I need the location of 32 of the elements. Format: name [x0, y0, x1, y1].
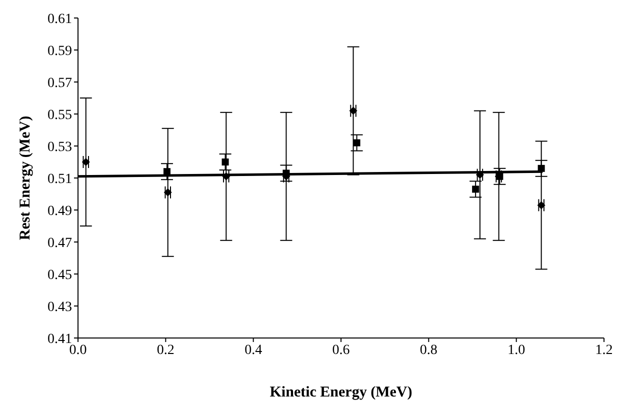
point	[496, 172, 504, 180]
x-tick-label: 0.0	[69, 342, 87, 358]
y-tick-label: 0.45	[48, 268, 72, 283]
y-axis-title: Rest Energy (MeV)	[17, 116, 34, 240]
y-tick-label: 0.61	[48, 12, 72, 27]
y-tick-label: 0.59	[48, 44, 72, 59]
point	[349, 106, 358, 115]
y-tick-label: 0.57	[48, 76, 72, 91]
x-tick-label: 1.2	[595, 342, 613, 358]
point	[537, 201, 546, 210]
point	[82, 158, 90, 166]
point	[164, 188, 172, 196]
y-tick-label: 0.41	[48, 332, 72, 347]
x-tick-label: 0.2	[156, 342, 174, 358]
x-tick-label: 1.0	[508, 342, 526, 358]
point	[282, 170, 290, 177]
point	[472, 186, 480, 193]
y-tick-label: 0.47	[48, 236, 72, 251]
x-axis-title: Kinetic Energy (MeV)	[270, 384, 412, 401]
point	[353, 139, 360, 146]
x-tick-label: 0.6	[332, 342, 350, 358]
y-tick-label: 0.51	[48, 172, 72, 187]
y-tick-label: 0.55	[48, 108, 72, 123]
y-tick-label: 0.43	[48, 300, 72, 315]
point	[163, 168, 170, 176]
y-tick-label: 0.53	[48, 140, 72, 155]
x-tick-label: 0.8	[420, 342, 438, 358]
point	[222, 158, 229, 166]
x-tick-label: 0.4	[244, 342, 262, 358]
point	[222, 172, 230, 180]
y-tick-label: 0.49	[48, 204, 72, 219]
point	[538, 164, 545, 172]
